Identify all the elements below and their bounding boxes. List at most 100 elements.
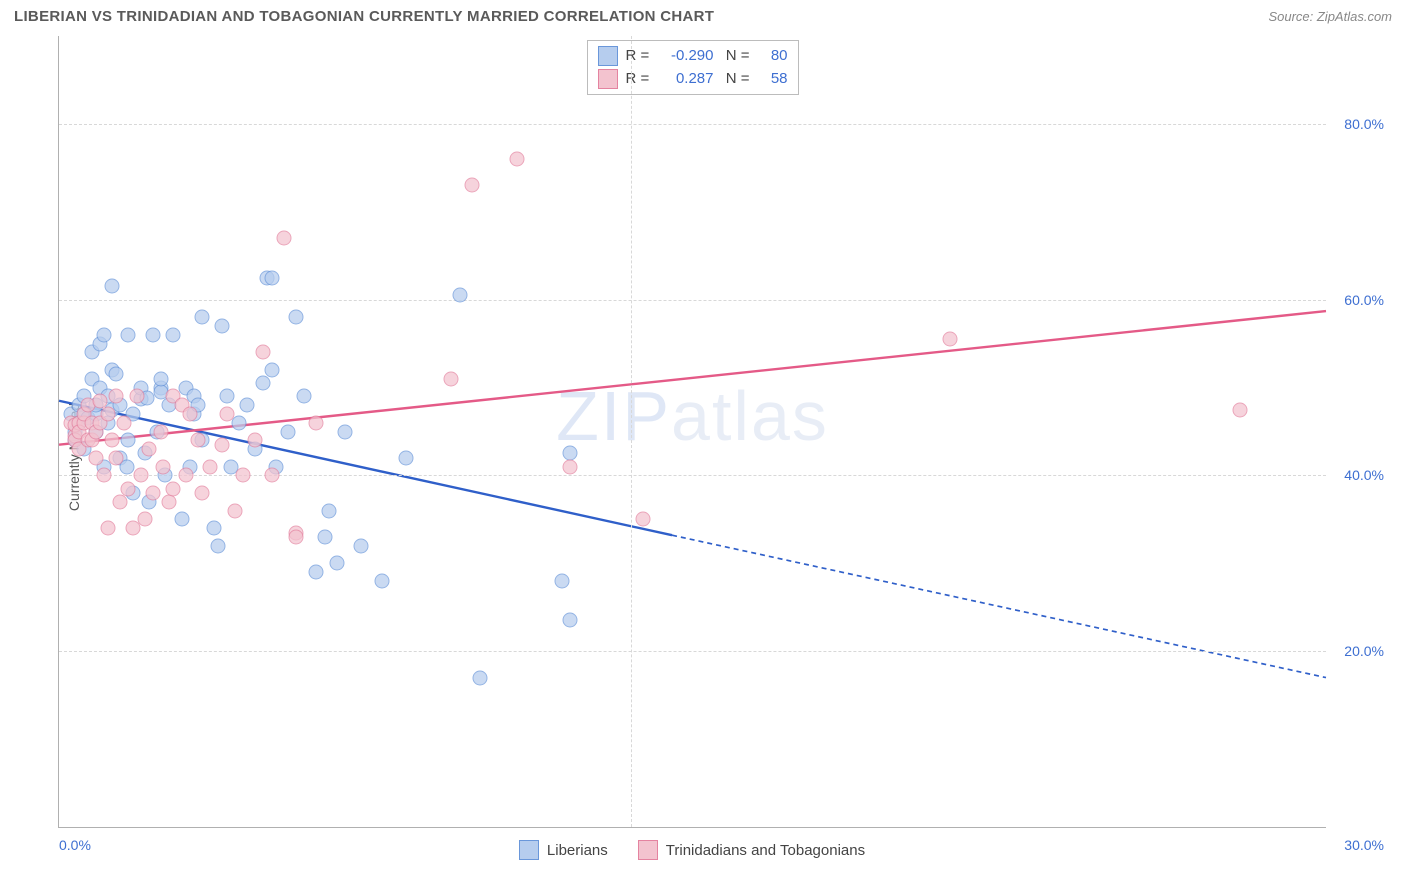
series-legend: Liberians Trinidadians and Tobagonians [58, 840, 1326, 860]
legend-item-liberians: Liberians [519, 840, 608, 860]
data-point-trinidadians [636, 512, 651, 527]
data-point-liberians [146, 327, 161, 342]
data-point-trinidadians [942, 332, 957, 347]
data-point-liberians [399, 450, 414, 465]
data-point-trinidadians [509, 152, 524, 167]
stat-n-label: N = [722, 45, 750, 68]
data-point-trinidadians [464, 178, 479, 193]
stat-r-label: R = [626, 45, 650, 68]
y-tick-label: 80.0% [1344, 116, 1384, 132]
data-point-trinidadians [105, 433, 120, 448]
data-point-trinidadians [166, 481, 181, 496]
data-point-trinidadians [96, 468, 111, 483]
data-point-liberians [264, 270, 279, 285]
data-point-liberians [354, 538, 369, 553]
chart-header: LIBERIAN VS TRINIDADIAN AND TOBAGONIAN C… [0, 0, 1406, 25]
data-point-liberians [105, 279, 120, 294]
data-point-liberians [154, 371, 169, 386]
watermark: ZIPatlas [556, 376, 829, 456]
watermark-thin: atlas [671, 377, 829, 455]
data-point-trinidadians [195, 486, 210, 501]
data-point-liberians [219, 389, 234, 404]
stat-n-value: 58 [758, 68, 788, 91]
data-point-trinidadians [1233, 402, 1248, 417]
watermark-bold: ZIP [556, 377, 671, 455]
stat-n-label: N = [722, 68, 750, 91]
legend-label: Trinidadians and Tobagonians [666, 842, 865, 859]
swatch-icon [638, 840, 658, 860]
data-point-liberians [109, 367, 124, 382]
data-point-trinidadians [215, 437, 230, 452]
data-point-trinidadians [141, 442, 156, 457]
data-point-liberians [264, 362, 279, 377]
y-tick-label: 20.0% [1344, 643, 1384, 659]
data-point-trinidadians [88, 450, 103, 465]
data-point-trinidadians [289, 529, 304, 544]
stat-r-value: -0.290 [658, 45, 714, 68]
data-point-liberians [297, 389, 312, 404]
x-tick-label: 30.0% [1344, 837, 1384, 853]
data-point-trinidadians [227, 503, 242, 518]
chart-container: Currently Married ZIPatlas R =-0.290N =8… [14, 36, 1392, 878]
data-point-liberians [256, 376, 271, 391]
data-point-liberians [215, 319, 230, 334]
data-point-liberians [166, 327, 181, 342]
data-point-trinidadians [309, 415, 324, 430]
data-point-trinidadians [109, 450, 124, 465]
data-point-liberians [338, 424, 353, 439]
data-point-liberians [240, 398, 255, 413]
data-point-trinidadians [162, 494, 177, 509]
data-point-liberians [207, 521, 222, 536]
swatch-icon [598, 69, 618, 89]
data-point-trinidadians [256, 345, 271, 360]
data-point-trinidadians [121, 481, 136, 496]
stats-legend-box: R = -0.290 N = 80 R = 0.287 N = 58 [587, 40, 799, 95]
data-point-trinidadians [444, 371, 459, 386]
data-point-liberians [280, 424, 295, 439]
data-point-trinidadians [109, 389, 124, 404]
data-point-liberians [562, 613, 577, 628]
stats-row-liberians: R = -0.290 N = 80 [598, 45, 788, 68]
data-point-trinidadians [182, 406, 197, 421]
stats-row-trinidadians: R = 0.287 N = 58 [598, 68, 788, 91]
swatch-icon [598, 46, 618, 66]
data-point-liberians [289, 310, 304, 325]
data-point-trinidadians [190, 433, 205, 448]
data-point-trinidadians [248, 433, 263, 448]
data-point-liberians [452, 288, 467, 303]
trend-lines-svg [59, 36, 1326, 827]
data-point-liberians [321, 503, 336, 518]
data-point-liberians [121, 327, 136, 342]
data-point-trinidadians [219, 406, 234, 421]
data-point-trinidadians [154, 424, 169, 439]
data-point-liberians [317, 529, 332, 544]
data-point-liberians [309, 565, 324, 580]
data-point-trinidadians [203, 459, 218, 474]
data-point-trinidadians [113, 494, 128, 509]
data-point-trinidadians [276, 231, 291, 246]
data-point-trinidadians [156, 459, 171, 474]
data-point-trinidadians [562, 459, 577, 474]
data-point-trinidadians [178, 468, 193, 483]
stat-n-value: 80 [758, 45, 788, 68]
data-point-trinidadians [101, 521, 116, 536]
data-point-liberians [374, 573, 389, 588]
swatch-icon [519, 840, 539, 860]
data-point-liberians [329, 556, 344, 571]
gridline-h [59, 124, 1326, 125]
gridline-v [631, 36, 632, 827]
y-tick-label: 40.0% [1344, 467, 1384, 483]
source-attribution: Source: ZipAtlas.com [1268, 9, 1392, 24]
data-point-trinidadians [235, 468, 250, 483]
data-point-trinidadians [101, 406, 116, 421]
y-tick-label: 60.0% [1344, 292, 1384, 308]
gridline-h [59, 651, 1326, 652]
data-point-trinidadians [117, 415, 132, 430]
data-point-trinidadians [129, 389, 144, 404]
data-point-liberians [211, 538, 226, 553]
stat-r-value: 0.287 [658, 68, 714, 91]
chart-title: LIBERIAN VS TRINIDADIAN AND TOBAGONIAN C… [14, 8, 714, 25]
data-point-liberians [195, 310, 210, 325]
stat-r-label: R = [626, 68, 650, 91]
legend-label: Liberians [547, 842, 608, 859]
